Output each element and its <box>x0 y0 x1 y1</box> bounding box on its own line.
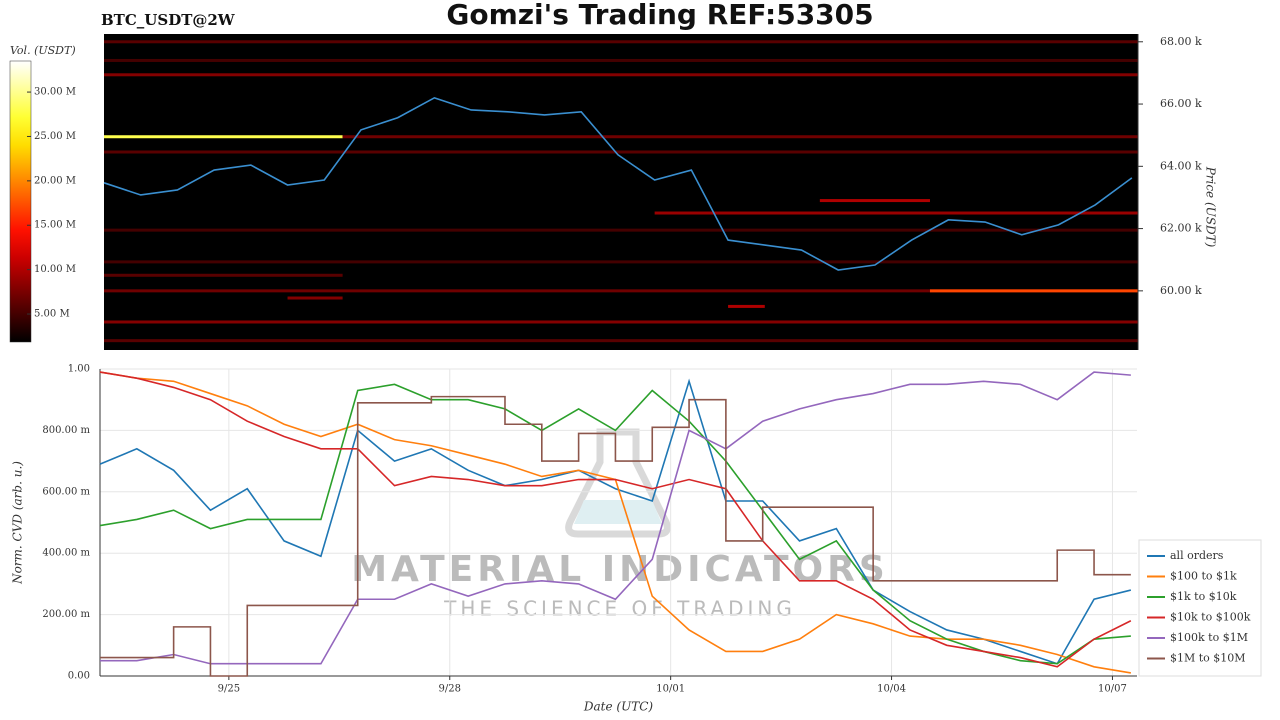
heatmap-band <box>104 260 1138 264</box>
colorbar-tick-label: 15.00 M <box>34 220 76 231</box>
y-tick-label: 600.00 m <box>42 486 90 497</box>
y2-tick-label: 60.00 k <box>1160 284 1202 297</box>
legend-label: all orders <box>1170 549 1224 562</box>
legend-label: $100 to $1k <box>1170 570 1237 583</box>
y-tick-label: 400.00 m <box>42 548 90 559</box>
legend-label: $1k to $10k <box>1170 590 1237 603</box>
y-tick-label: 200.00 m <box>42 609 90 620</box>
colorbar-tick-label: 25.00 M <box>34 131 76 142</box>
heatmap-background <box>104 34 1138 350</box>
heatmap-band <box>287 296 343 300</box>
colorbar-label: Vol. (USDT) <box>10 44 76 57</box>
heatmap-band <box>104 135 343 139</box>
series-line <box>100 395 1131 677</box>
colorbar <box>9 60 32 343</box>
colorbar-tick-label: 30.00 M <box>34 87 76 98</box>
heatmap-band <box>104 289 1138 293</box>
colorbar-tick-label: 5.00 M <box>34 309 70 320</box>
legend-box <box>1138 539 1262 677</box>
x-tick-label: 9/25 <box>218 684 240 695</box>
y-tick-label: 1.00 <box>68 364 90 375</box>
y2-tick-label: 62.00 k <box>1160 222 1202 235</box>
x-tick-label: 9/28 <box>439 684 461 695</box>
heatmap-band <box>104 58 1138 62</box>
x-tick-label: 10/04 <box>877 684 906 695</box>
price-line <box>103 96 1133 271</box>
y-tick-label: 0.00 <box>68 671 90 682</box>
y2-tick-label: 66.00 k <box>1160 97 1202 110</box>
chart-subtitle: BTC_USDT@2W <box>101 11 236 29</box>
series-line <box>99 383 1131 665</box>
heatmap-band <box>104 320 1138 324</box>
x-axis-label: Date (UTC) <box>583 700 653 714</box>
heatmap-band <box>929 289 1138 293</box>
flask <box>565 428 671 538</box>
heatmap-band <box>104 273 343 277</box>
heatmap-band <box>654 211 1138 215</box>
x-tick-label: 10/01 <box>656 684 685 695</box>
series-line <box>99 371 1132 668</box>
heatmap-band <box>104 228 1138 232</box>
legend-label: $100k to $1M <box>1170 631 1248 644</box>
watermark-icon <box>565 428 671 538</box>
y2-axis-label: Price (USDT) <box>1204 166 1218 248</box>
legend-label: $1M to $10M <box>1170 652 1246 665</box>
x-tick-label: 10/07 <box>1098 684 1127 695</box>
y2-tick-label: 68.00 k <box>1160 35 1202 48</box>
colorbar-tick-label: 10.00 M <box>34 264 76 275</box>
heatmap-band <box>104 150 1138 154</box>
legend-label: $10k to $100k <box>1170 611 1251 624</box>
heatmap-band <box>819 199 930 203</box>
colorbar-tick-label: 20.00 M <box>34 175 76 186</box>
heatmap-band <box>104 40 1138 44</box>
chart-title: Gomzi's Trading REF:53305 <box>446 0 873 31</box>
heatmap-band <box>104 339 1138 343</box>
heatmap-band <box>342 135 1139 139</box>
y2-tick-label: 64.00 k <box>1160 159 1202 172</box>
y-axis-label: Norm. CVD (arb. u.) <box>11 461 25 585</box>
flask-liquid <box>574 500 662 524</box>
heatmap-band <box>728 304 765 308</box>
heatmap-band <box>104 73 1138 77</box>
y-tick-label: 800.00 m <box>42 425 90 436</box>
watermark-text: MATERIAL INDICATORS <box>351 549 889 590</box>
series-line <box>99 378 1132 665</box>
watermark-text: THE SCIENCE OF TRADING <box>443 597 796 621</box>
series-line <box>100 371 1131 665</box>
